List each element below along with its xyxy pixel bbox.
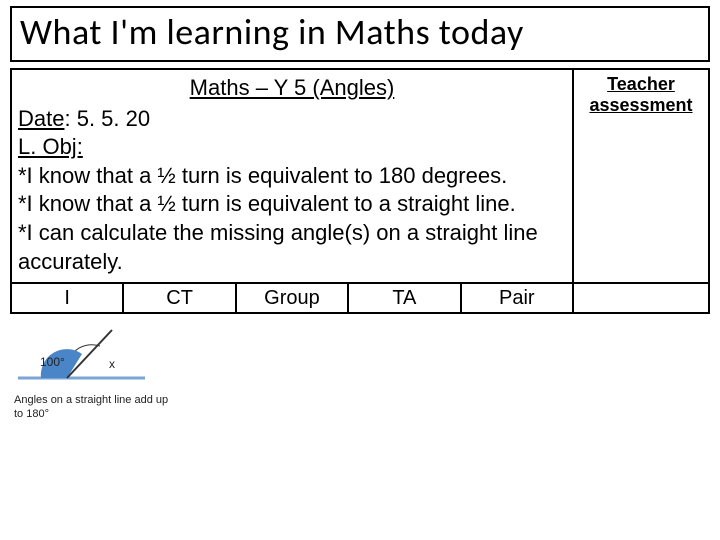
unknown-label: x — [109, 357, 115, 371]
diagram-caption: Angles on a straight line add up to 180° — [14, 394, 710, 422]
subject-heading: Maths – Y 5 (Angles) — [18, 74, 566, 103]
page-title: What I'm learning in Maths today — [20, 10, 700, 54]
date-value: : 5. 5. 20 — [64, 106, 150, 131]
mode-ct: CT — [123, 283, 235, 313]
teacher-header-cell: Teacher assessment — [573, 69, 709, 283]
caption-line-2: to 180° — [14, 408, 49, 420]
learning-table: Maths – Y 5 (Angles) Date: 5. 5. 20 L. O… — [10, 68, 710, 314]
mode-group: Group — [236, 283, 348, 313]
mode-i: I — [11, 283, 123, 313]
objectives-cell: Maths – Y 5 (Angles) Date: 5. 5. 20 L. O… — [11, 69, 573, 283]
objective-3: *I can calculate the missing angle(s) on… — [18, 219, 566, 276]
title-box: What I'm learning in Maths today — [10, 6, 710, 62]
date-line: Date: 5. 5. 20 — [18, 105, 566, 134]
caption-line-1: Angles on a straight line add up — [14, 394, 168, 406]
objective-1: *I know that a ½ turn is equivalent to 1… — [18, 162, 566, 191]
teacher-assessment-label: Teacher assessment — [578, 74, 704, 116]
angle-diagram: 100° x Angles on a straight line add up … — [10, 322, 710, 422]
date-label: Date — [18, 106, 64, 131]
mode-ta: TA — [348, 283, 460, 313]
angle-label: 100° — [40, 355, 65, 369]
objective-2: *I know that a ½ turn is equivalent to a… — [18, 190, 566, 219]
teacher-assessment-empty — [573, 283, 709, 313]
angle-svg: 100° x — [14, 322, 149, 392]
mode-pair: Pair — [461, 283, 573, 313]
lobj-label: L. Obj: — [18, 133, 566, 162]
